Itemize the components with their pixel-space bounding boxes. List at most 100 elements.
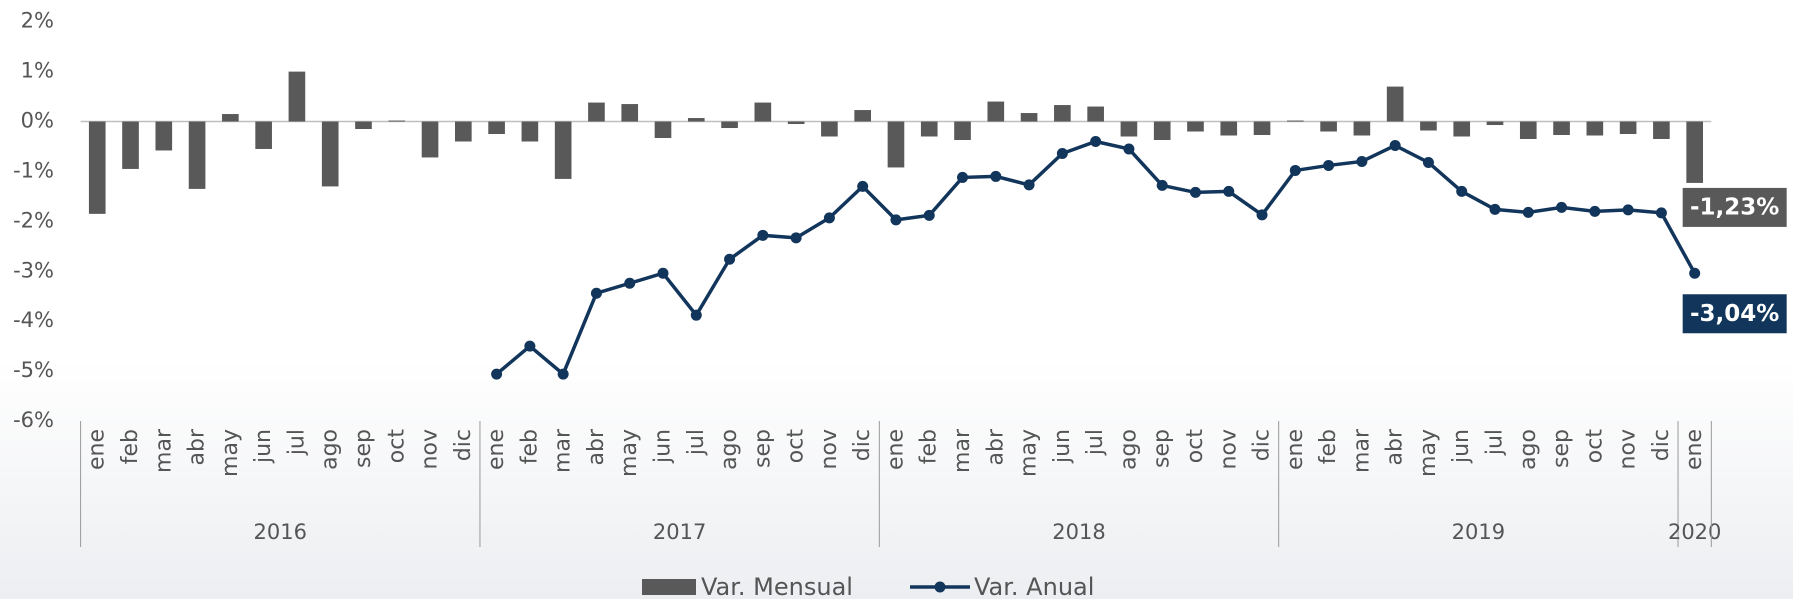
bar bbox=[721, 121, 738, 129]
year-label: 2019 bbox=[1452, 520, 1505, 544]
x-tick-label: nov bbox=[817, 429, 842, 469]
y-tick-label: -1% bbox=[13, 158, 54, 182]
line-point bbox=[1189, 186, 1201, 198]
line-point bbox=[990, 170, 1002, 182]
line-point bbox=[1422, 156, 1434, 168]
bar bbox=[554, 121, 572, 179]
bar bbox=[854, 110, 871, 122]
line-point bbox=[624, 277, 636, 289]
x-tick-label: feb bbox=[517, 429, 542, 464]
x-tick-label: feb bbox=[118, 429, 143, 464]
x-tick-label: may bbox=[218, 429, 243, 477]
y-tick-label: -5% bbox=[13, 358, 54, 382]
x-tick-label: dic bbox=[451, 429, 476, 461]
line-point bbox=[857, 180, 869, 192]
line-point bbox=[1123, 143, 1135, 155]
x-tick-label: nov bbox=[418, 429, 443, 469]
line-point bbox=[757, 229, 769, 241]
line-point bbox=[491, 368, 503, 380]
bar bbox=[1253, 121, 1271, 136]
x-tick-label: mar bbox=[1349, 428, 1374, 473]
bar bbox=[920, 121, 938, 137]
x-tick-label: dic bbox=[1649, 429, 1674, 461]
x-tick-label: feb bbox=[917, 429, 942, 464]
x-tick-label: feb bbox=[1316, 429, 1341, 464]
line-point bbox=[1556, 201, 1568, 213]
bar bbox=[954, 121, 971, 140]
bar bbox=[155, 121, 173, 151]
line-point bbox=[1090, 135, 1102, 147]
x-tick-label: ene bbox=[484, 429, 509, 470]
bar bbox=[1686, 121, 1703, 183]
bar bbox=[1586, 121, 1604, 136]
y-tick-label: -2% bbox=[13, 208, 54, 232]
bar bbox=[1619, 121, 1637, 135]
x-tick-label: ene bbox=[883, 429, 908, 470]
bar bbox=[388, 120, 406, 122]
x-tick-label: ago bbox=[1516, 429, 1541, 470]
x-tick-label: ago bbox=[318, 429, 343, 470]
bar bbox=[1120, 121, 1138, 137]
x-tick-label: sep bbox=[1150, 429, 1175, 468]
x-tick-label: mar bbox=[551, 428, 576, 473]
bar bbox=[188, 121, 206, 189]
x-tick-label: abr bbox=[584, 428, 609, 465]
legend-label: Var. Mensual bbox=[701, 573, 853, 599]
line-point bbox=[890, 214, 902, 226]
x-tick-label: jun bbox=[251, 429, 276, 464]
x-tick-label: ago bbox=[717, 429, 742, 470]
value-label-box bbox=[1682, 294, 1787, 334]
line-point bbox=[524, 340, 536, 352]
y-tick-label: -6% bbox=[13, 408, 54, 432]
x-tick-label: jul bbox=[284, 429, 309, 456]
bar bbox=[1020, 113, 1038, 122]
year-label: 2017 bbox=[653, 520, 706, 544]
line-point bbox=[1356, 155, 1368, 167]
bar bbox=[222, 114, 239, 122]
line-point bbox=[1689, 267, 1701, 279]
value-label: -3,04% bbox=[1690, 301, 1779, 327]
line-point bbox=[1156, 179, 1168, 191]
bar bbox=[621, 104, 639, 122]
line-point bbox=[1389, 139, 1401, 151]
y-tick-label: -4% bbox=[13, 308, 54, 332]
legend-swatch bbox=[642, 579, 696, 595]
line-point bbox=[1622, 204, 1634, 216]
bar bbox=[1453, 121, 1471, 137]
x-tick-label: mar bbox=[151, 428, 176, 473]
x-tick-label: jun bbox=[1050, 429, 1075, 464]
line-point bbox=[1023, 179, 1035, 191]
bar bbox=[987, 101, 1005, 122]
line-point bbox=[690, 309, 702, 321]
x-tick-label: nov bbox=[1616, 429, 1641, 469]
x-tick-label: sep bbox=[1549, 429, 1574, 468]
x-tick-label: ago bbox=[1116, 429, 1141, 470]
y-tick-label: 2% bbox=[21, 9, 54, 33]
x-tick-label: may bbox=[1017, 429, 1042, 477]
bar bbox=[88, 121, 106, 214]
line-point bbox=[1323, 159, 1335, 171]
line-point bbox=[1256, 209, 1268, 221]
bar bbox=[887, 121, 905, 168]
bar bbox=[754, 102, 772, 122]
x-tick-label: jul bbox=[1483, 429, 1508, 456]
year-label: 2020 bbox=[1668, 520, 1721, 544]
bar bbox=[687, 118, 705, 122]
legend-label: Var. Anual bbox=[974, 573, 1094, 599]
line-point bbox=[823, 212, 835, 224]
bar bbox=[321, 121, 339, 187]
line-point bbox=[557, 368, 569, 380]
bar bbox=[1287, 120, 1304, 122]
line-point bbox=[724, 253, 736, 265]
line-point bbox=[657, 267, 669, 279]
x-tick-label: oct bbox=[1183, 429, 1208, 464]
line-point bbox=[1456, 185, 1468, 197]
bar bbox=[255, 121, 272, 149]
y-tick-label: 0% bbox=[21, 109, 54, 133]
line-point bbox=[1655, 207, 1667, 219]
x-tick-label: ene bbox=[85, 429, 110, 470]
x-tick-label: jul bbox=[684, 429, 709, 456]
x-tick-label: dic bbox=[850, 429, 875, 461]
line-point bbox=[957, 171, 969, 183]
x-tick-label: ene bbox=[1283, 429, 1308, 470]
